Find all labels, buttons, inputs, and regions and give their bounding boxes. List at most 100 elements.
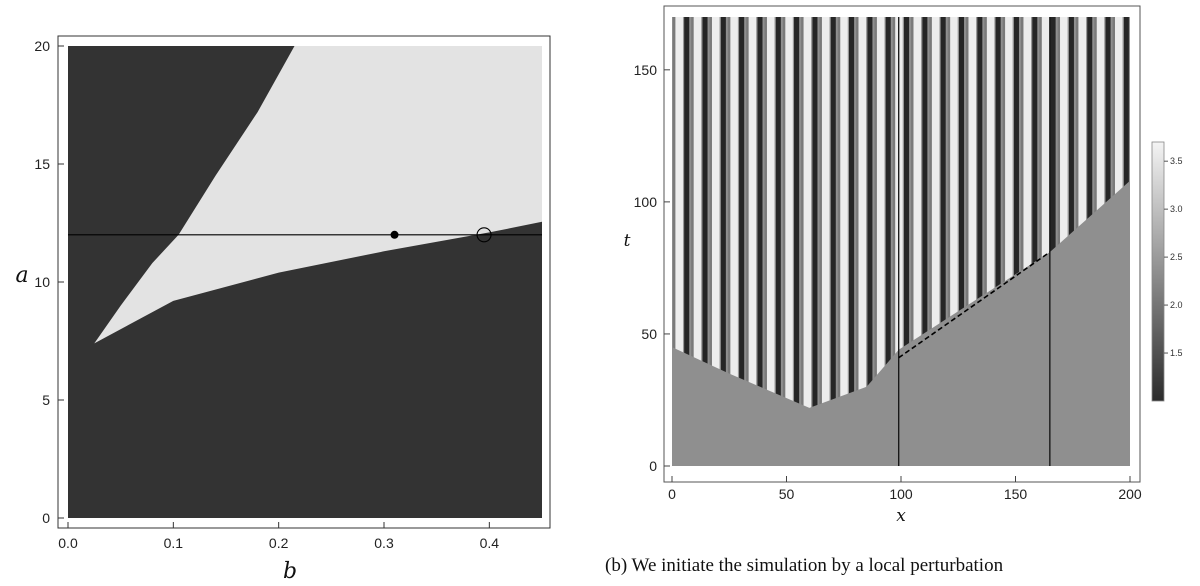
- a-tick-label: 0: [42, 510, 50, 526]
- t-tick-label: 50: [641, 326, 657, 342]
- x-tick-label: 0: [668, 486, 676, 502]
- uniform-state-region: [672, 180, 1130, 466]
- dashed-front-line: [898, 251, 1051, 359]
- stripe-blend: [884, 17, 886, 466]
- colorbar-tick-label: 2.5: [1170, 252, 1183, 262]
- stripe-dark: [1013, 17, 1019, 466]
- stripe-dark: [922, 17, 928, 466]
- stripe-dark: [885, 17, 891, 466]
- heatmap-x-ticks: 0 50 100 150 200: [668, 476, 1142, 502]
- stripe-light: [748, 17, 757, 466]
- colorbar-ticks: 1.5 2.0 2.5 3.0 3.5: [1164, 156, 1183, 358]
- stripe-blend: [837, 17, 841, 466]
- stripe-blend: [911, 17, 914, 466]
- stripe-dark: [757, 17, 763, 466]
- stripe-blend: [737, 17, 740, 466]
- heatmap-frame: [663, 5, 1141, 483]
- stripe-blend: [957, 17, 959, 466]
- colorbar: 1.5 2.0 2.5 3.0 3.5: [1151, 141, 1183, 402]
- t-axis-label: t: [624, 231, 631, 251]
- stripe-blend: [1057, 17, 1061, 466]
- x-tick-label: 100: [889, 486, 913, 502]
- stripe-light: [803, 17, 812, 466]
- colorbar-tick-label: 2.0: [1170, 300, 1183, 310]
- x-tick-label: 50: [779, 486, 795, 502]
- stripe-dark: [775, 17, 781, 466]
- stripe-blend: [947, 17, 951, 466]
- stripe-dark: [1050, 17, 1056, 466]
- stripe-blend: [1002, 17, 1006, 466]
- stripe-blend: [921, 17, 923, 466]
- b-tick-label: 0.4: [480, 535, 500, 551]
- b-tick-label: 0.2: [269, 535, 289, 551]
- heatmap-y-ticks: 0 50 100 150: [634, 62, 670, 474]
- stripe-blend: [939, 17, 941, 466]
- stripe-light: [766, 17, 775, 466]
- stripe-dark: [940, 17, 946, 466]
- stripe-blend: [1039, 17, 1042, 466]
- stripe-blend: [801, 17, 804, 466]
- stripe-light: [730, 17, 738, 466]
- stripe-blend: [701, 17, 703, 466]
- phase-diagram-y-ticks: 0 5 10 15 20: [34, 38, 64, 526]
- t-tick-label: 100: [634, 194, 658, 210]
- b-tick-label: 0.1: [164, 535, 184, 551]
- filled-marker: [390, 230, 399, 239]
- stripe-blend: [756, 17, 758, 466]
- stripe-blend: [874, 17, 877, 466]
- stripe-blend: [829, 17, 831, 466]
- stripe-blend: [994, 17, 996, 466]
- stripe-light: [986, 17, 995, 466]
- stripe-dark: [684, 17, 690, 466]
- stripe-light: [675, 17, 683, 466]
- stripe-blend: [856, 17, 859, 466]
- phase-diagram-x-ticks: 0.0 0.1 0.2 0.3 0.4: [58, 522, 499, 551]
- stripe-light: [840, 17, 848, 466]
- stripe-light: [1005, 17, 1013, 466]
- light-region: [94, 46, 542, 344]
- stripe-blend: [902, 17, 904, 466]
- b-tick-label: 0.3: [374, 535, 394, 551]
- stripe-blend: [1020, 17, 1024, 466]
- stripe-light: [876, 17, 885, 466]
- stripe-blend: [774, 17, 776, 466]
- stripe-dark: [848, 17, 855, 466]
- open-marker: [476, 227, 492, 243]
- x-axis-label: x: [896, 506, 906, 526]
- stripe-dark: [977, 17, 983, 466]
- stripe-light: [931, 17, 940, 466]
- stripe-dark: [867, 17, 873, 466]
- stripe-dark: [702, 17, 708, 466]
- stripe-blend: [764, 17, 767, 466]
- stripe-blend: [782, 17, 786, 466]
- a-tick-label: 5: [42, 392, 50, 408]
- stripe-blend: [866, 17, 868, 466]
- t-tick-label: 0: [649, 458, 657, 474]
- stripe-blend: [719, 17, 721, 466]
- stripe-light: [1023, 17, 1032, 466]
- stripe-light: [858, 17, 867, 466]
- stripe-blend: [819, 17, 822, 466]
- stripe-light: [693, 17, 702, 466]
- stripe-light: [821, 17, 830, 466]
- stripe-light: [950, 17, 958, 466]
- stripe-light: [711, 17, 720, 466]
- stripe-blend: [746, 17, 749, 466]
- stripe-blend: [976, 17, 978, 466]
- stripe-dark: [739, 17, 745, 466]
- b-tick-label: 0.0: [58, 535, 78, 551]
- stripe-light: [913, 17, 922, 466]
- b-axis-label: b: [283, 559, 297, 584]
- stripe-light: [968, 17, 977, 466]
- a-tick-label: 10: [34, 274, 50, 290]
- stripe-blend: [792, 17, 795, 466]
- a-tick-label: 15: [34, 156, 50, 172]
- stripe-blend: [1012, 17, 1014, 466]
- colorbar-bar: [1151, 141, 1165, 402]
- stripe-blend: [709, 17, 712, 466]
- stripe-blend: [727, 17, 731, 466]
- heatmap-panel: 0 50 100 150 200 0 50 100 150 x t: [624, 5, 1142, 526]
- colorbar-tick-label: 3.5: [1170, 156, 1183, 166]
- a-tick-label: 20: [34, 38, 50, 54]
